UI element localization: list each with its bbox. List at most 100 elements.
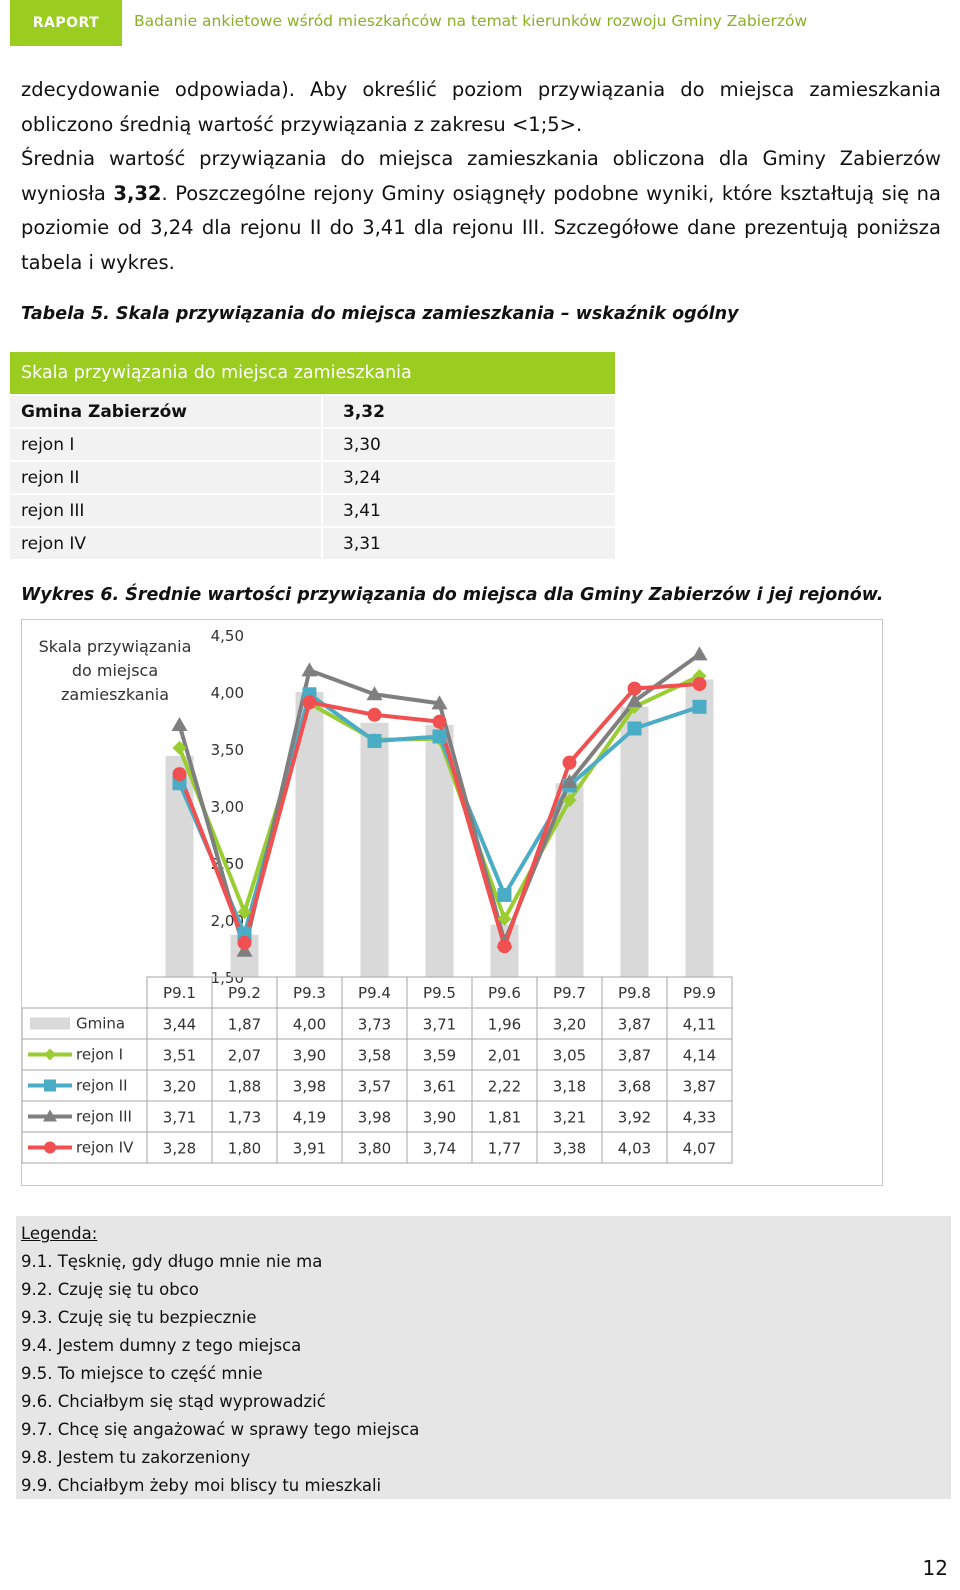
raport-badge: RAPORT <box>10 0 122 46</box>
data-label: 3,51 <box>163 1047 196 1065</box>
data-label: 3,90 <box>293 1047 326 1065</box>
data-point-rejon-I <box>497 911 512 926</box>
y-tick-label: 3,50 <box>211 741 244 759</box>
data-point-rejon-IV <box>497 939 512 954</box>
data-label: 3,57 <box>358 1078 391 1096</box>
data-point-rejon-IV <box>692 677 707 692</box>
data-label: 3,68 <box>618 1078 651 1096</box>
body-line: tabela i wykres. <box>21 250 175 274</box>
table-header: Skala przywiązania do miejsca zamieszkan… <box>10 352 615 394</box>
legend-key-bar <box>30 1017 70 1030</box>
legend-item: 9.3. Czuję się tu bezpiecznie <box>21 1308 257 1327</box>
gmina-bar <box>620 706 649 977</box>
data-point-rejon-III <box>626 693 643 708</box>
data-label: 3,61 <box>423 1078 456 1096</box>
data-label: 1,80 <box>228 1140 261 1158</box>
data-point-rejon-II <box>692 699 707 714</box>
data-point-rejon-III <box>366 686 383 701</box>
body-text-span: . Poszczególne rejony Gminy osiągnęły po… <box>161 181 942 205</box>
x-tick-label: P9.9 <box>683 984 716 1002</box>
data-point-rejon-IV <box>172 767 187 782</box>
header-title: Badanie ankietowe wśród mieszkańców na t… <box>134 12 808 30</box>
data-label: 3,74 <box>423 1140 456 1158</box>
data-label: 1,77 <box>488 1140 521 1158</box>
data-point-rejon-I <box>237 905 252 920</box>
data-label: 3,21 <box>553 1109 586 1127</box>
data-point-rejon-II <box>432 729 447 744</box>
legend-label: rejon III <box>76 1108 132 1126</box>
table-row: rejon II 3,24 <box>10 460 615 493</box>
body-line: wyniosła 3,32. Poszczególne rejony Gminy… <box>21 177 941 212</box>
y-tick-label: 4,00 <box>211 684 244 702</box>
legend-item: 9.2. Czuję się tu obco <box>21 1280 199 1299</box>
data-point-rejon-III <box>431 695 448 710</box>
legend-item: 9.6. Chciałbym się stąd wyprowadzić <box>21 1392 326 1411</box>
data-point-rejon-II <box>367 734 382 749</box>
data-point-rejon-IV <box>562 755 577 770</box>
data-label: 3,20 <box>553 1016 586 1034</box>
data-label: 2,01 <box>488 1047 521 1065</box>
x-tick-label: P9.5 <box>423 984 456 1002</box>
data-point-rejon-I <box>172 740 187 755</box>
y-axis-title: zamieszkania <box>61 685 169 704</box>
data-label: 3,87 <box>618 1016 651 1034</box>
data-label: 1,87 <box>228 1016 261 1034</box>
data-label: 4,00 <box>293 1016 326 1034</box>
data-point-rejon-IV <box>237 935 252 950</box>
data-label: 3,18 <box>553 1078 586 1096</box>
legend-label: rejon I <box>76 1046 123 1064</box>
legend-key-marker <box>44 1079 56 1092</box>
average-value: 3,32 <box>113 181 162 205</box>
table-cell-value: 3,31 <box>343 533 381 554</box>
data-label: 2,07 <box>228 1047 261 1065</box>
data-label: 1,96 <box>488 1016 521 1034</box>
body-line: poziomie od 3,24 dla rejonu II do 3,41 d… <box>21 216 941 239</box>
legend-label: rejon IV <box>76 1139 134 1157</box>
page-number: 12 <box>922 1556 948 1580</box>
table-row: rejon III 3,41 <box>10 493 615 526</box>
body-line: obliczono średnią wartość przywiązania z… <box>21 112 583 136</box>
data-label: 3,28 <box>163 1140 196 1158</box>
data-label: 4,07 <box>683 1140 716 1158</box>
data-label: 3,44 <box>163 1016 196 1034</box>
legend-item: 9.8. Jestem tu zakorzeniony <box>21 1448 251 1467</box>
gmina-bar <box>555 783 584 977</box>
legend-item: 9.7. Chcę się angażować w sprawy tego mi… <box>21 1420 420 1439</box>
body-text-span: wyniosła <box>21 181 114 205</box>
legend-label: rejon II <box>76 1077 128 1095</box>
table-cell-label: rejon III <box>10 495 323 526</box>
chart-caption: Wykres 6. Średnie wartości przywiązania … <box>21 585 884 605</box>
body-line: zdecydowanie odpowiada). Aby określić po… <box>21 78 941 101</box>
x-tick-label: P9.8 <box>618 984 651 1002</box>
table-cell-label: rejon IV <box>10 528 323 559</box>
data-label: 3,71 <box>163 1109 196 1127</box>
data-label: 1,88 <box>228 1078 261 1096</box>
gmina-bar <box>685 679 714 977</box>
data-point-rejon-IV <box>367 707 382 722</box>
legend-item: 9.4. Jestem dumny z tego miejsca <box>21 1336 302 1355</box>
table-caption: Tabela 5. Skala przywiązania do miejsca … <box>21 304 739 324</box>
data-point-rejon-III <box>561 774 578 789</box>
page-header: RAPORT Badanie ankietowe wśród mieszkańc… <box>10 0 950 46</box>
data-label: 3,87 <box>683 1078 716 1096</box>
gmina-bar <box>165 755 194 977</box>
table-row: rejon IV 3,31 <box>10 526 615 559</box>
data-label: 3,90 <box>423 1109 456 1127</box>
data-point-rejon-III <box>301 662 318 677</box>
data-label: 4,11 <box>683 1016 716 1034</box>
data-label: 3,20 <box>163 1078 196 1096</box>
x-tick-label: P9.6 <box>488 984 521 1002</box>
x-tick-label: P9.1 <box>163 984 196 1002</box>
data-point-rejon-IV <box>302 695 317 710</box>
legend-key-marker <box>44 1048 56 1061</box>
table-cell-value: 3,24 <box>343 467 381 488</box>
table-cell-label: Gmina Zabierzów <box>10 396 323 427</box>
legend-item: 9.5. To miejsce to część mnie <box>21 1364 263 1383</box>
x-tick-label: P9.2 <box>228 984 261 1002</box>
table-cell-value: 3,30 <box>343 434 381 455</box>
legend-label: Gmina <box>76 1015 125 1033</box>
legend-item: 9.1. Tęsknię, gdy długo mnie nie ma <box>21 1252 323 1271</box>
legend-item: 9.9. Chciałbym żeby moi bliscy tu mieszk… <box>21 1476 382 1495</box>
data-point-rejon-III <box>691 646 708 661</box>
y-tick-label: 4,50 <box>211 627 244 645</box>
